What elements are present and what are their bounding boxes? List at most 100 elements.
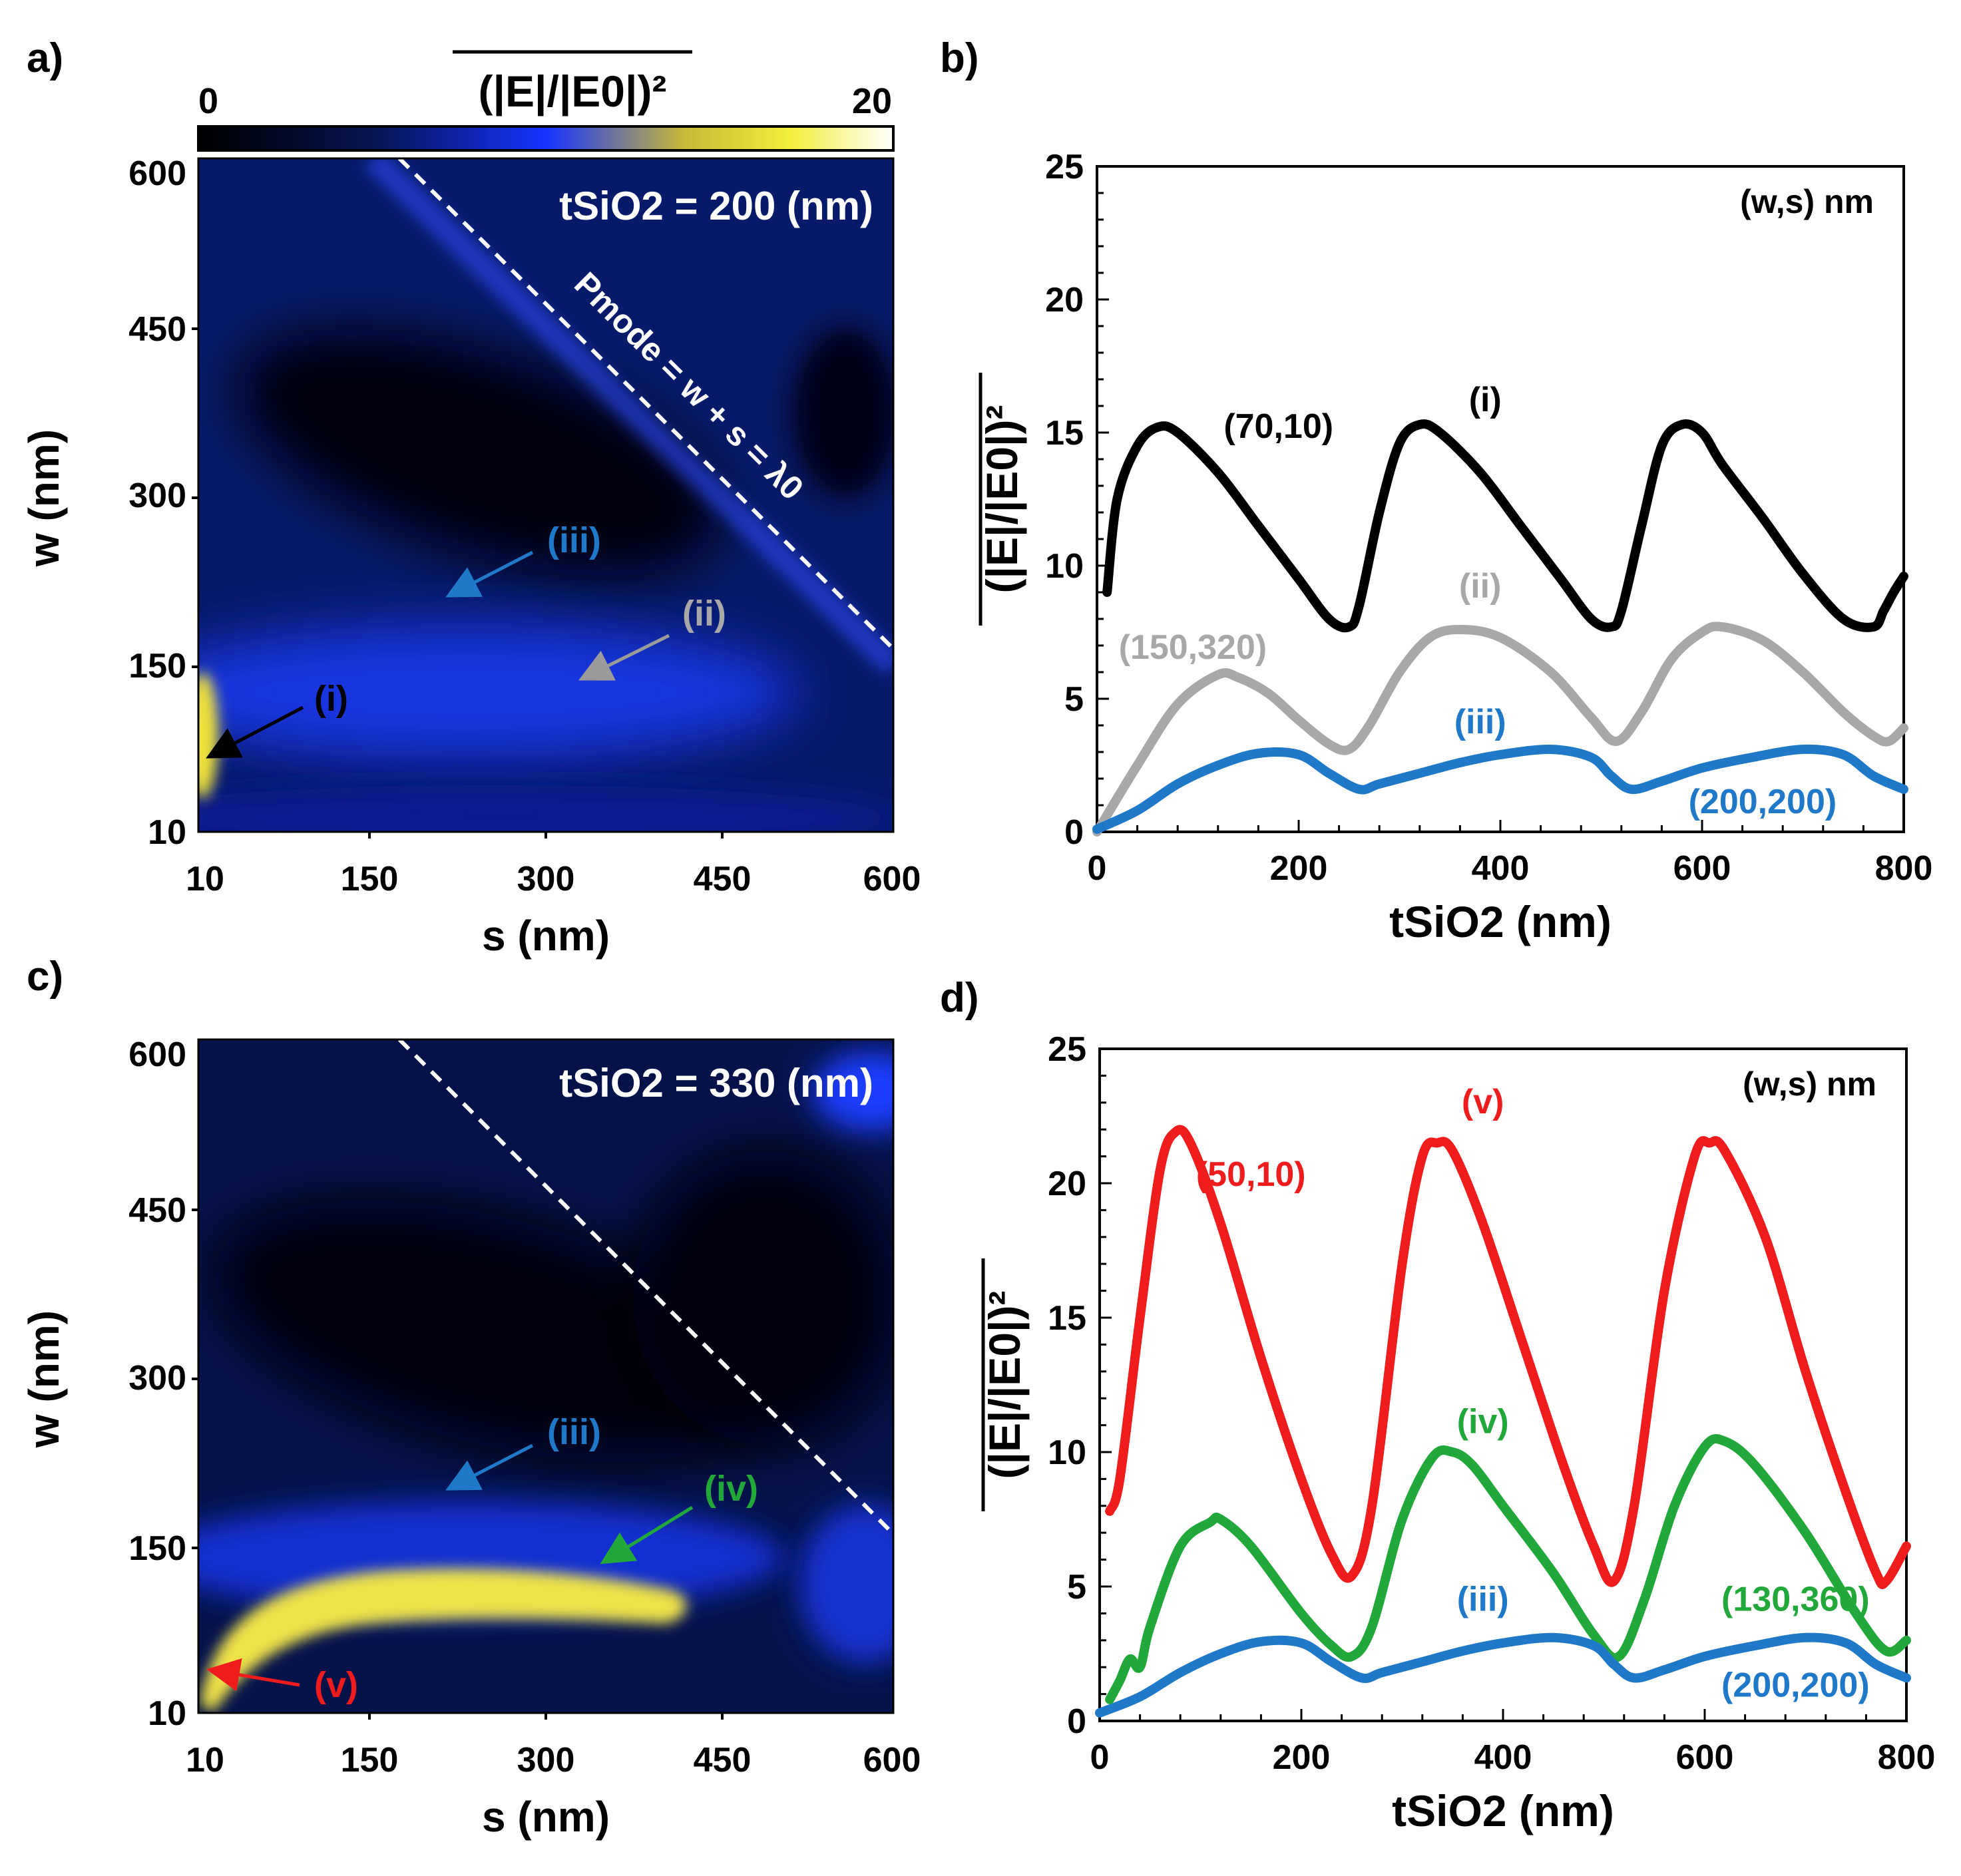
- heatmap-c-ytick-300: 300: [128, 1359, 186, 1398]
- heatmap-c-dark-region: [213, 1201, 772, 1461]
- chart-d-series-name-0: (v): [1462, 1083, 1504, 1121]
- chart-b-ylabel: (|E|/|E0|)²: [977, 405, 1028, 594]
- chart-d-ytick-label: 5: [1067, 1568, 1086, 1606]
- heatmap-c-xtick-600: 600: [863, 1741, 921, 1780]
- colorbar-max-label: 20: [852, 81, 892, 121]
- chart-d-legend-title: (w,s) nm: [1743, 1065, 1876, 1103]
- chart-b-ytick-label: 5: [1064, 680, 1084, 719]
- heatmap-a-xtick-600: 600: [863, 860, 921, 898]
- chart-d-series-line-2: [1095, 1632, 1911, 1718]
- heatmap-c-xtick-150: 150: [341, 1741, 399, 1780]
- heatmap-c-xlabel: s (nm): [482, 1793, 610, 1841]
- panel-label-d: d): [940, 975, 979, 1021]
- marker-c-iv-arrow: [600, 1505, 694, 1565]
- colorbar-title: (|E|/|E0|)²: [479, 67, 667, 117]
- line-chart-b: 0 5 10 15 20 25 0 200 400 600 800 tSiO2 (nm) (|E|/|E…: [977, 148, 1932, 946]
- panel-label-a: a): [27, 35, 63, 81]
- heatmap-c-blue-spot-2: [799, 1504, 893, 1664]
- marker-c-iii-label: (iii): [547, 1412, 601, 1452]
- heatmap-a: tSiO2 = 200 (nm) Pmode = w + s = λ0 (i) …: [20, 154, 921, 960]
- chart-b-series-params-2: (200,200): [1689, 783, 1837, 821]
- chart-b-series-name-1: (ii): [1459, 567, 1502, 606]
- chart-b-series-line-1: [1092, 622, 1908, 837]
- heatmap-c-xtick-10: 10: [186, 1741, 224, 1780]
- chart-d-series-name-2: (iii): [1457, 1580, 1509, 1618]
- colorbar-min-label: 0: [198, 81, 218, 121]
- chart-d-xtick-label: 600: [1676, 1738, 1734, 1777]
- heatmap-a-dark-region: [236, 329, 722, 576]
- heatmap-c-xtick-300: 300: [517, 1741, 575, 1780]
- chart-b-ytick-label: 15: [1045, 414, 1084, 453]
- heatmap-c-ytick-10: 10: [148, 1694, 186, 1733]
- heatmap-c-ytick-450: 450: [128, 1191, 186, 1230]
- marker-a-i-arrow: [206, 705, 304, 759]
- heatmap-c-dark-region-2: [632, 1151, 893, 1444]
- heatmap-a-xtick-10: 10: [186, 860, 224, 898]
- heatmap-c-title: tSiO2 = 330 (nm): [559, 1061, 873, 1105]
- chart-d-xlabel: tSiO2 (nm): [1392, 1786, 1614, 1835]
- heatmap-a-yellow-spot: [198, 672, 218, 799]
- marker-c-iv-label: (iv): [704, 1469, 758, 1509]
- chart-d-series-line-1: [1105, 1434, 1911, 1704]
- chart-d-ytick-label: 25: [1048, 1030, 1086, 1069]
- chart-d-series-name-1: (iv): [1457, 1403, 1509, 1441]
- chart-b-xtick-label: 400: [1472, 849, 1530, 888]
- heatmap-a-title: tSiO2 = 200 (nm): [559, 184, 873, 228]
- heatmap-a-ytick-150: 150: [128, 647, 186, 685]
- chart-d-ytick-label: 0: [1067, 1702, 1086, 1741]
- chart-d-xtick-label: 200: [1273, 1738, 1331, 1777]
- heatmap-a-xtick-300: 300: [517, 860, 575, 898]
- chart-b-series-params-1: (150,320): [1119, 628, 1267, 667]
- marker-c-v-arrow: [206, 1658, 300, 1692]
- chart-d-ylabel: (|E|/|E0|)²: [980, 1291, 1030, 1479]
- heatmap-c-axes: 600 450 300 150 10 10 150 300 450 600: [128, 1035, 921, 1780]
- chart-b-ytick-label: 10: [1045, 547, 1084, 586]
- marker-a-i-label: (i): [314, 679, 348, 719]
- chart-d-series-params-0: (50,10): [1196, 1155, 1306, 1194]
- heatmap-a-ylabel: w (nm): [20, 429, 68, 567]
- heatmap-c-blue-spot: [812, 1051, 893, 1131]
- marker-c-v-label: (v): [314, 1665, 358, 1705]
- heatmap-a-ytick-450: 450: [128, 310, 186, 349]
- heatmap-a-axes: 600 450 300 150 10 10 150 300 450 600: [128, 154, 921, 898]
- heatmap-a-dark-region-2: [792, 326, 893, 499]
- marker-a-ii-label: (ii): [682, 594, 726, 634]
- heatmap-a-xtick-150: 150: [341, 860, 399, 898]
- chart-b-ytick-label: 25: [1045, 148, 1084, 186]
- heatmap-a-ytick-300: 300: [128, 476, 186, 515]
- chart-b-legend-title: (w,s) nm: [1740, 183, 1874, 220]
- heatmap-c-yellow-band: [200, 1569, 687, 1713]
- chart-b-series-name-2: (iii): [1454, 703, 1506, 741]
- chart-b-xtick-label: 600: [1673, 849, 1731, 888]
- heatmap-a-xtick-450: 450: [694, 860, 752, 898]
- heatmap-a-ytick-10: 10: [148, 813, 186, 852]
- colorbar-gradient: [197, 125, 895, 152]
- heatmap-c: tSiO2 = 330 (nm) (iii) (iv) (v) 600 450 …: [20, 1035, 921, 1841]
- chart-d-ytick-label: 20: [1048, 1165, 1086, 1203]
- chart-b-series-line-2: [1092, 744, 1908, 834]
- chart-d-series-params-1: (130,360): [1721, 1580, 1870, 1618]
- mode-line-c: [397, 1039, 893, 1536]
- chart-b-xtick-label: 0: [1088, 849, 1107, 888]
- panel-label-b: b): [940, 35, 979, 81]
- chart-d-series-line-0: [1105, 1125, 1911, 1589]
- heatmap-c-ytick-150: 150: [128, 1529, 186, 1568]
- marker-a-iii-label: (iii): [547, 520, 601, 560]
- colorbar: 0 20 (|E|/|E0|)²: [197, 50, 895, 152]
- chart-d-frame: [1098, 1047, 1908, 1722]
- chart-d-xtick-label: 800: [1878, 1738, 1936, 1777]
- chart-b-ytick-label: 20: [1045, 281, 1084, 319]
- marker-a-ii-arrow: [578, 634, 670, 681]
- heatmap-a-bright-band: [198, 626, 799, 759]
- heatmap-a-xlabel: s (nm): [482, 912, 610, 960]
- chart-b-xtick-label: 200: [1270, 849, 1328, 888]
- heatmap-a-ytick-600: 600: [128, 154, 186, 193]
- chart-b-series-name-0: (i): [1469, 381, 1502, 419]
- heatmap-c-ylabel: w (nm): [20, 1310, 68, 1448]
- chart-d-series-params-2: (200,200): [1721, 1666, 1870, 1705]
- chart-b-xtick-label: 800: [1875, 849, 1933, 888]
- chart-b-ytick-label: 0: [1064, 813, 1084, 852]
- heatmap-a-low-band: [198, 785, 893, 832]
- heatmap-c-ytick-600: 600: [128, 1035, 186, 1074]
